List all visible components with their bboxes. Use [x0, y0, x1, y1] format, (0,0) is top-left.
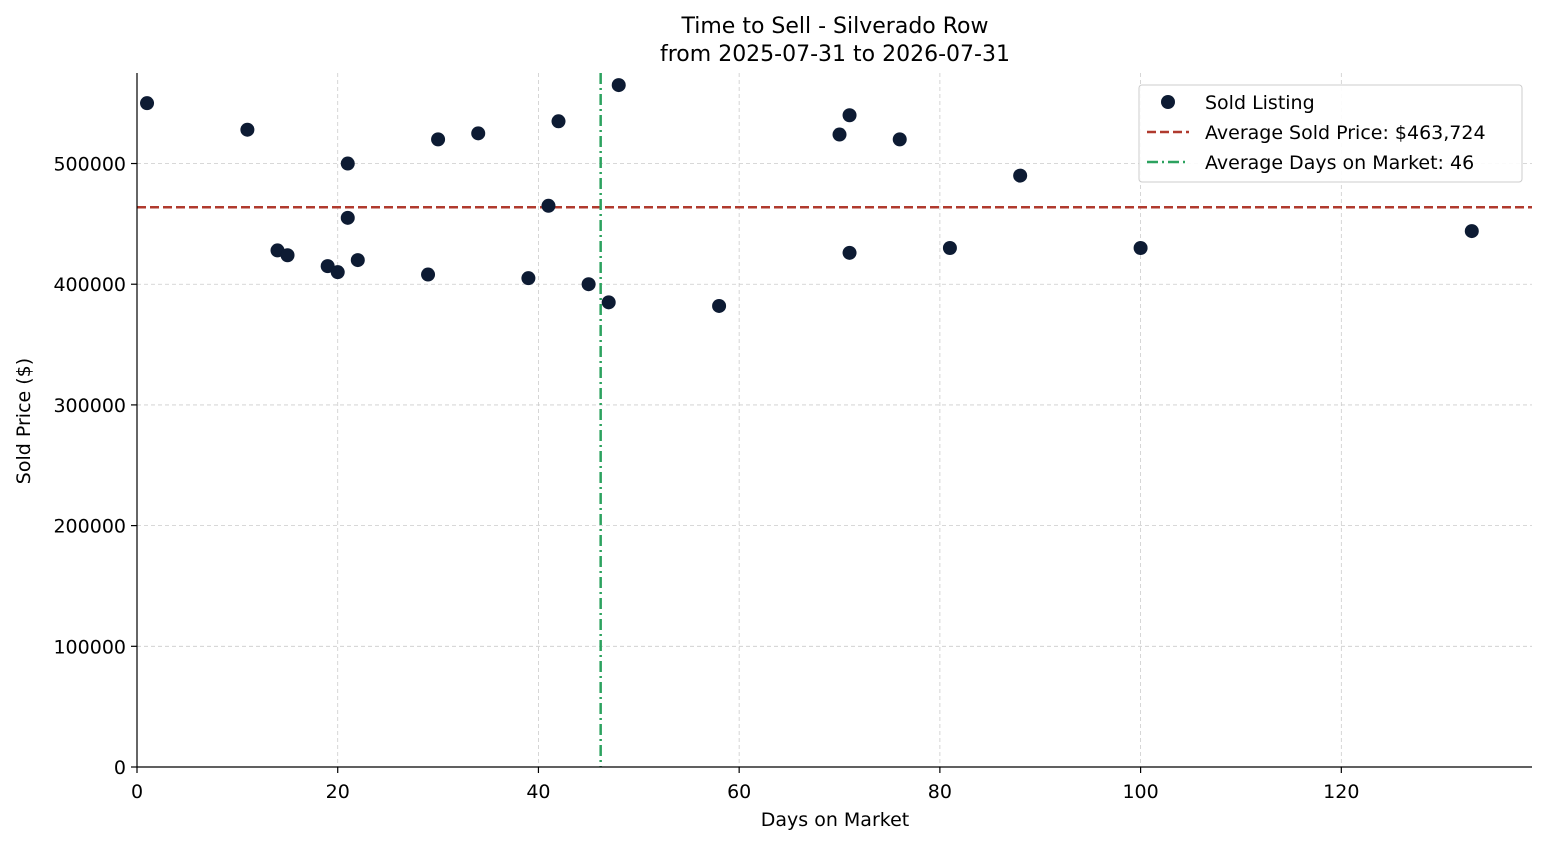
x-axis-title: Days on Market — [761, 809, 909, 831]
chart-title: Time to Sell - Silverado Row — [680, 14, 988, 39]
data-point — [1013, 168, 1028, 183]
data-point — [431, 132, 446, 147]
x-tick-label: 100 — [1122, 781, 1158, 803]
data-point — [842, 245, 857, 260]
data-point — [832, 127, 847, 142]
chart-subtitle: from 2025-07-31 to 2026-07-31 — [660, 42, 1010, 67]
x-tick-label: 60 — [727, 781, 751, 803]
data-point — [942, 241, 957, 256]
y-axis-title: Sold Price ($) — [13, 358, 35, 484]
data-point — [892, 132, 907, 147]
data-point — [611, 78, 626, 93]
legend-label-average-price: Average Sold Price: $463,724 — [1205, 122, 1486, 144]
data-point — [140, 96, 155, 111]
x-tick-label: 120 — [1323, 781, 1359, 803]
data-point — [842, 108, 857, 123]
x-tick-label: 40 — [526, 781, 550, 803]
data-point — [340, 156, 355, 171]
x-tick-label: 20 — [326, 781, 350, 803]
data-point — [541, 198, 556, 213]
data-point — [320, 259, 335, 274]
data-point — [581, 277, 596, 292]
data-points — [140, 78, 1479, 313]
y-tick-label: 0 — [114, 757, 126, 779]
grid — [137, 73, 1532, 767]
data-point — [330, 265, 345, 280]
legend-label-average-days: Average Days on Market: 46 — [1205, 152, 1474, 174]
legend-frame — [1138, 84, 1523, 183]
data-point — [1133, 241, 1148, 256]
y-tick-label: 400000 — [53, 274, 126, 296]
data-point — [471, 126, 486, 141]
data-point — [280, 248, 295, 263]
data-point — [350, 253, 365, 268]
data-point — [521, 271, 536, 286]
y-tick-label: 300000 — [53, 395, 126, 417]
legend: Sold Listing Average Sold Price: $463,72… — [1138, 84, 1523, 183]
legend-marker-sold-listing — [1161, 95, 1175, 109]
data-point — [240, 122, 255, 137]
legend-label-sold-listing: Sold Listing — [1205, 92, 1315, 114]
y-tick-label: 500000 — [53, 154, 126, 176]
tick-labels: 0 20 40 60 80 100 120 0 100000 200000 300000 400000… — [53, 154, 1359, 803]
data-point — [1464, 224, 1479, 239]
data-point — [551, 114, 566, 129]
x-tick-label: 80 — [928, 781, 952, 803]
y-tick-label: 100000 — [53, 636, 126, 658]
data-point — [340, 210, 355, 225]
data-point — [421, 267, 436, 282]
axes — [131, 73, 1532, 773]
y-tick-label: 200000 — [53, 516, 126, 538]
x-tick-label: 0 — [131, 781, 143, 803]
reference-lines — [137, 73, 1532, 767]
data-point — [601, 295, 616, 310]
data-point — [712, 298, 727, 313]
